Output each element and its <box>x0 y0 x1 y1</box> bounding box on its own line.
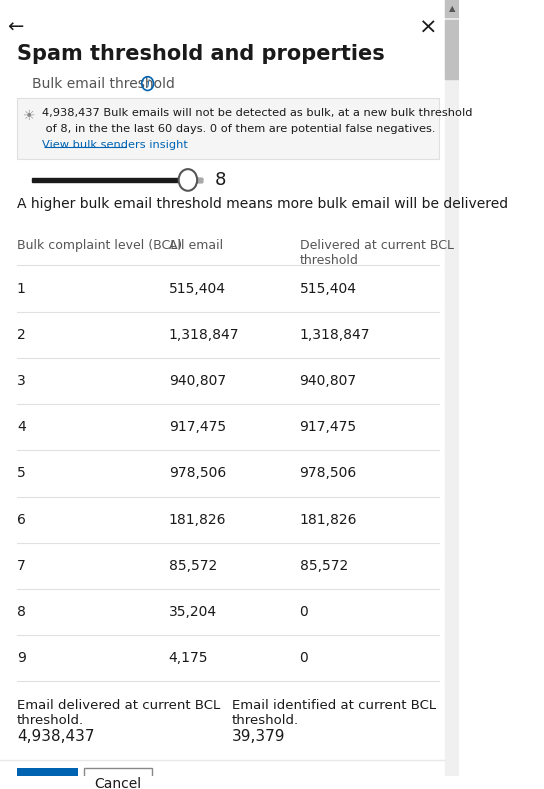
FancyBboxPatch shape <box>84 768 152 789</box>
Bar <box>444 20 459 79</box>
Text: Email identified at current BCL
threshold.: Email identified at current BCL threshol… <box>232 699 436 727</box>
Text: Bulk email threshold: Bulk email threshold <box>32 77 175 91</box>
Text: All email: All email <box>169 239 223 252</box>
Text: 8: 8 <box>215 171 226 189</box>
Text: ←: ← <box>7 18 23 37</box>
Text: 6: 6 <box>17 513 26 527</box>
Text: 940,807: 940,807 <box>169 374 226 388</box>
FancyBboxPatch shape <box>17 99 438 159</box>
Text: Bulk complaint level (BCL): Bulk complaint level (BCL) <box>17 239 182 252</box>
Text: Save: Save <box>28 776 66 789</box>
Bar <box>32 178 202 182</box>
Text: View bulk senders insight: View bulk senders insight <box>42 140 188 150</box>
Text: 5: 5 <box>17 466 26 481</box>
Text: 7: 7 <box>17 559 26 573</box>
Text: ▲: ▲ <box>449 4 455 13</box>
Bar <box>444 0 459 776</box>
Text: 181,826: 181,826 <box>300 513 357 527</box>
Text: Cancel: Cancel <box>95 776 141 789</box>
Text: 978,506: 978,506 <box>300 466 357 481</box>
Text: i: i <box>146 79 149 88</box>
Text: 4: 4 <box>17 421 26 434</box>
Text: A higher bulk email threshold means more bulk email will be delivered: A higher bulk email threshold means more… <box>17 196 508 211</box>
Text: 917,475: 917,475 <box>300 421 357 434</box>
Text: 4,175: 4,175 <box>169 652 208 665</box>
Text: Spam threshold and properties: Spam threshold and properties <box>17 44 385 64</box>
Text: 940,807: 940,807 <box>300 374 357 388</box>
Text: 515,404: 515,404 <box>300 282 356 296</box>
Text: 85,572: 85,572 <box>169 559 217 573</box>
Bar <box>444 0 459 17</box>
Text: 1: 1 <box>17 282 26 296</box>
Text: Email delivered at current BCL
threshold.: Email delivered at current BCL threshold… <box>17 699 220 727</box>
Text: Delivered at current BCL
threshold: Delivered at current BCL threshold <box>300 239 454 267</box>
Text: of 8, in the the last 60 days. 0 of them are potential false negatives.: of 8, in the the last 60 days. 0 of them… <box>42 124 436 134</box>
Text: 4,938,437: 4,938,437 <box>17 728 94 744</box>
Text: 0: 0 <box>300 605 308 619</box>
Text: 39,379: 39,379 <box>232 728 286 744</box>
Text: 9: 9 <box>17 652 26 665</box>
Text: 1,318,847: 1,318,847 <box>300 327 370 342</box>
FancyBboxPatch shape <box>17 768 78 789</box>
Text: 917,475: 917,475 <box>169 421 226 434</box>
Bar <box>188 178 202 182</box>
Text: 515,404: 515,404 <box>169 282 226 296</box>
Bar <box>17 99 438 159</box>
Text: 85,572: 85,572 <box>300 559 348 573</box>
Text: 978,506: 978,506 <box>169 466 226 481</box>
Text: 2: 2 <box>17 327 26 342</box>
Circle shape <box>178 169 197 191</box>
Text: ☀: ☀ <box>23 109 36 123</box>
Text: 3: 3 <box>17 374 26 388</box>
Text: 181,826: 181,826 <box>169 513 226 527</box>
Text: 1,318,847: 1,318,847 <box>169 327 239 342</box>
Text: ×: × <box>419 17 438 38</box>
Text: 8: 8 <box>17 605 26 619</box>
Text: 0: 0 <box>300 652 308 665</box>
Text: 4,938,437 Bulk emails will not be detected as bulk, at a new bulk threshold: 4,938,437 Bulk emails will not be detect… <box>42 108 473 118</box>
Text: 35,204: 35,204 <box>169 605 217 619</box>
